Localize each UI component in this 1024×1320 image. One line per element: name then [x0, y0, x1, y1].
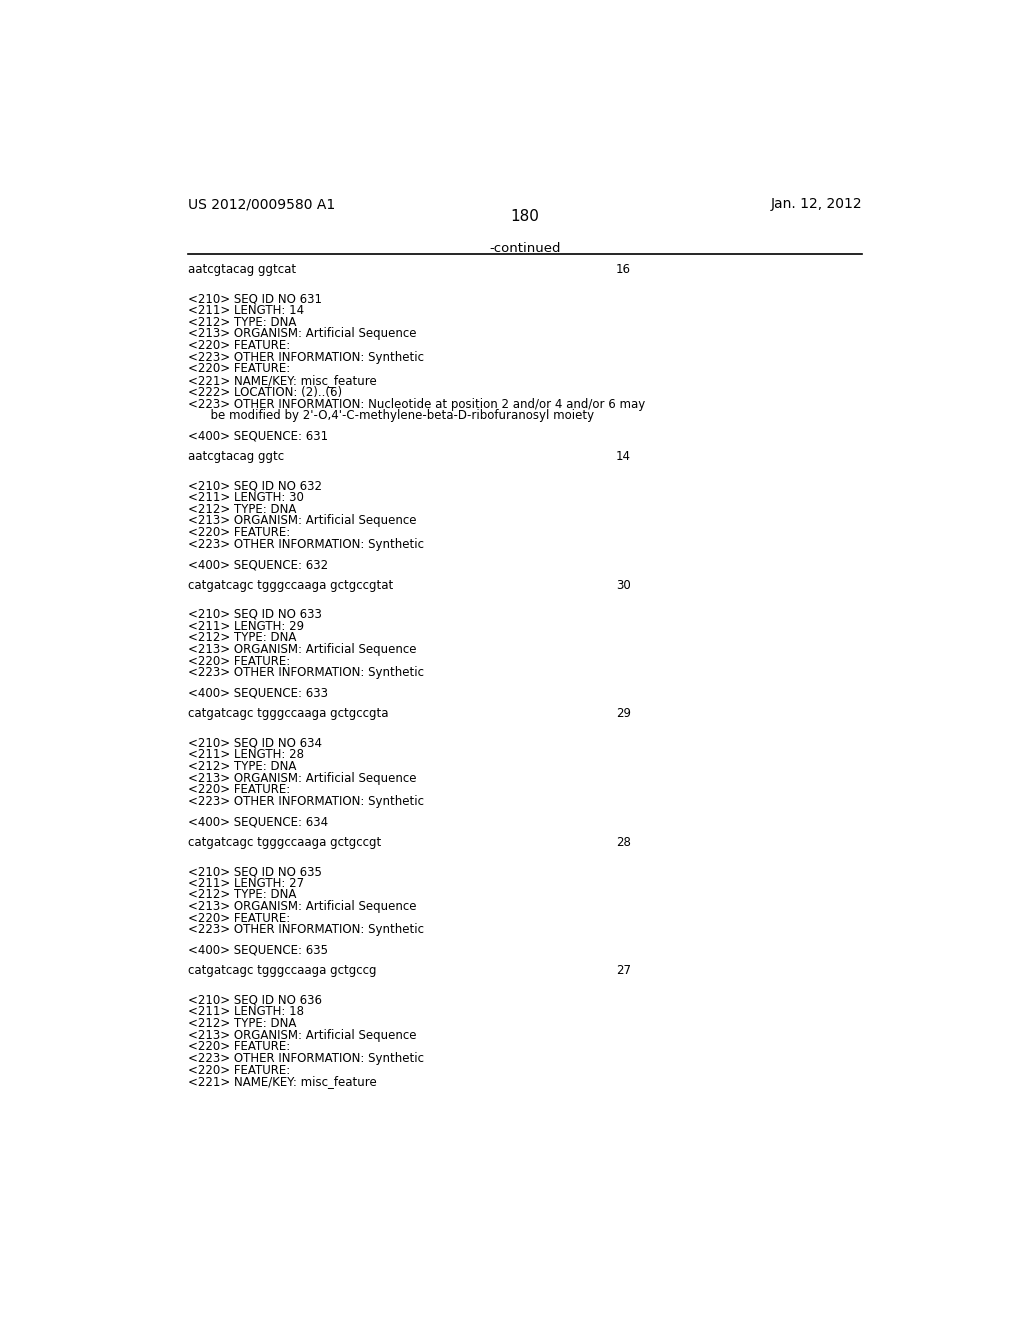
Text: <211> LENGTH: 27: <211> LENGTH: 27 — [187, 876, 304, 890]
Text: <211> LENGTH: 14: <211> LENGTH: 14 — [187, 304, 304, 317]
Text: <213> ORGANISM: Artificial Sequence: <213> ORGANISM: Artificial Sequence — [187, 900, 416, 913]
Text: aatcgtacag ggtcat: aatcgtacag ggtcat — [187, 263, 296, 276]
Text: <223> OTHER INFORMATION: Synthetic: <223> OTHER INFORMATION: Synthetic — [187, 1052, 424, 1065]
Text: catgatcagc tgggccaaga gctgccg: catgatcagc tgggccaaga gctgccg — [187, 965, 376, 977]
Text: <213> ORGANISM: Artificial Sequence: <213> ORGANISM: Artificial Sequence — [187, 643, 416, 656]
Text: aatcgtacag ggtc: aatcgtacag ggtc — [187, 450, 284, 463]
Text: Jan. 12, 2012: Jan. 12, 2012 — [770, 197, 862, 211]
Text: <400> SEQUENCE: 631: <400> SEQUENCE: 631 — [187, 429, 328, 442]
Text: US 2012/0009580 A1: US 2012/0009580 A1 — [187, 197, 335, 211]
Text: <213> ORGANISM: Artificial Sequence: <213> ORGANISM: Artificial Sequence — [187, 772, 416, 784]
Text: <211> LENGTH: 18: <211> LENGTH: 18 — [187, 1006, 303, 1018]
Text: 29: 29 — [616, 708, 631, 721]
Text: <223> OTHER INFORMATION: Nucleotide at position 2 and/or 4 and/or 6 may: <223> OTHER INFORMATION: Nucleotide at p… — [187, 397, 645, 411]
Text: <210> SEQ ID NO 634: <210> SEQ ID NO 634 — [187, 737, 322, 750]
Text: <400> SEQUENCE: 634: <400> SEQUENCE: 634 — [187, 816, 328, 829]
Text: <223> OTHER INFORMATION: Synthetic: <223> OTHER INFORMATION: Synthetic — [187, 795, 424, 808]
Text: <220> FEATURE:: <220> FEATURE: — [187, 655, 290, 668]
Text: <223> OTHER INFORMATION: Synthetic: <223> OTHER INFORMATION: Synthetic — [187, 667, 424, 680]
Text: <210> SEQ ID NO 636: <210> SEQ ID NO 636 — [187, 994, 322, 1007]
Text: <210> SEQ ID NO 633: <210> SEQ ID NO 633 — [187, 609, 322, 620]
Text: <212> TYPE: DNA: <212> TYPE: DNA — [187, 760, 296, 772]
Text: <400> SEQUENCE: 635: <400> SEQUENCE: 635 — [187, 944, 328, 957]
Text: <223> OTHER INFORMATION: Synthetic: <223> OTHER INFORMATION: Synthetic — [187, 924, 424, 936]
Text: <212> TYPE: DNA: <212> TYPE: DNA — [187, 1016, 296, 1030]
Text: <221> NAME/KEY: misc_feature: <221> NAME/KEY: misc_feature — [187, 374, 376, 387]
Text: <400> SEQUENCE: 633: <400> SEQUENCE: 633 — [187, 686, 328, 700]
Text: <211> LENGTH: 29: <211> LENGTH: 29 — [187, 619, 304, 632]
Text: 28: 28 — [616, 836, 631, 849]
Text: <220> FEATURE:: <220> FEATURE: — [187, 912, 290, 925]
Text: <210> SEQ ID NO 635: <210> SEQ ID NO 635 — [187, 865, 322, 878]
Text: <212> TYPE: DNA: <212> TYPE: DNA — [187, 631, 296, 644]
Text: <220> FEATURE:: <220> FEATURE: — [187, 363, 290, 375]
Text: <210> SEQ ID NO 632: <210> SEQ ID NO 632 — [187, 479, 322, 492]
Text: <212> TYPE: DNA: <212> TYPE: DNA — [187, 503, 296, 516]
Text: <221> NAME/KEY: misc_feature: <221> NAME/KEY: misc_feature — [187, 1076, 376, 1089]
Text: <400> SEQUENCE: 632: <400> SEQUENCE: 632 — [187, 558, 328, 572]
Text: <213> ORGANISM: Artificial Sequence: <213> ORGANISM: Artificial Sequence — [187, 327, 416, 341]
Text: 14: 14 — [616, 450, 631, 463]
Text: <220> FEATURE:: <220> FEATURE: — [187, 783, 290, 796]
Text: <213> ORGANISM: Artificial Sequence: <213> ORGANISM: Artificial Sequence — [187, 1028, 416, 1041]
Text: <222> LOCATION: (2)..(6): <222> LOCATION: (2)..(6) — [187, 385, 342, 399]
Text: catgatcagc tgggccaaga gctgccgt: catgatcagc tgggccaaga gctgccgt — [187, 836, 381, 849]
Text: <211> LENGTH: 30: <211> LENGTH: 30 — [187, 491, 303, 504]
Text: 16: 16 — [616, 263, 631, 276]
Text: catgatcagc tgggccaaga gctgccgtat: catgatcagc tgggccaaga gctgccgtat — [187, 578, 393, 591]
Text: 27: 27 — [616, 965, 631, 977]
Text: <220> FEATURE:: <220> FEATURE: — [187, 339, 290, 352]
Text: 30: 30 — [616, 578, 631, 591]
Text: 180: 180 — [510, 210, 540, 224]
Text: <212> TYPE: DNA: <212> TYPE: DNA — [187, 315, 296, 329]
Text: <212> TYPE: DNA: <212> TYPE: DNA — [187, 888, 296, 902]
Text: be modified by 2'-O,4'-C-methylene-beta-D-ribofuranosyl moiety: be modified by 2'-O,4'-C-methylene-beta-… — [187, 409, 594, 422]
Text: <211> LENGTH: 28: <211> LENGTH: 28 — [187, 748, 303, 762]
Text: <210> SEQ ID NO 631: <210> SEQ ID NO 631 — [187, 292, 322, 305]
Text: catgatcagc tgggccaaga gctgccgta: catgatcagc tgggccaaga gctgccgta — [187, 708, 388, 721]
Text: -continued: -continued — [489, 242, 560, 255]
Text: <213> ORGANISM: Artificial Sequence: <213> ORGANISM: Artificial Sequence — [187, 515, 416, 528]
Text: <220> FEATURE:: <220> FEATURE: — [187, 1064, 290, 1077]
Text: <223> OTHER INFORMATION: Synthetic: <223> OTHER INFORMATION: Synthetic — [187, 537, 424, 550]
Text: <223> OTHER INFORMATION: Synthetic: <223> OTHER INFORMATION: Synthetic — [187, 351, 424, 364]
Text: <220> FEATURE:: <220> FEATURE: — [187, 1040, 290, 1053]
Text: <220> FEATURE:: <220> FEATURE: — [187, 527, 290, 539]
